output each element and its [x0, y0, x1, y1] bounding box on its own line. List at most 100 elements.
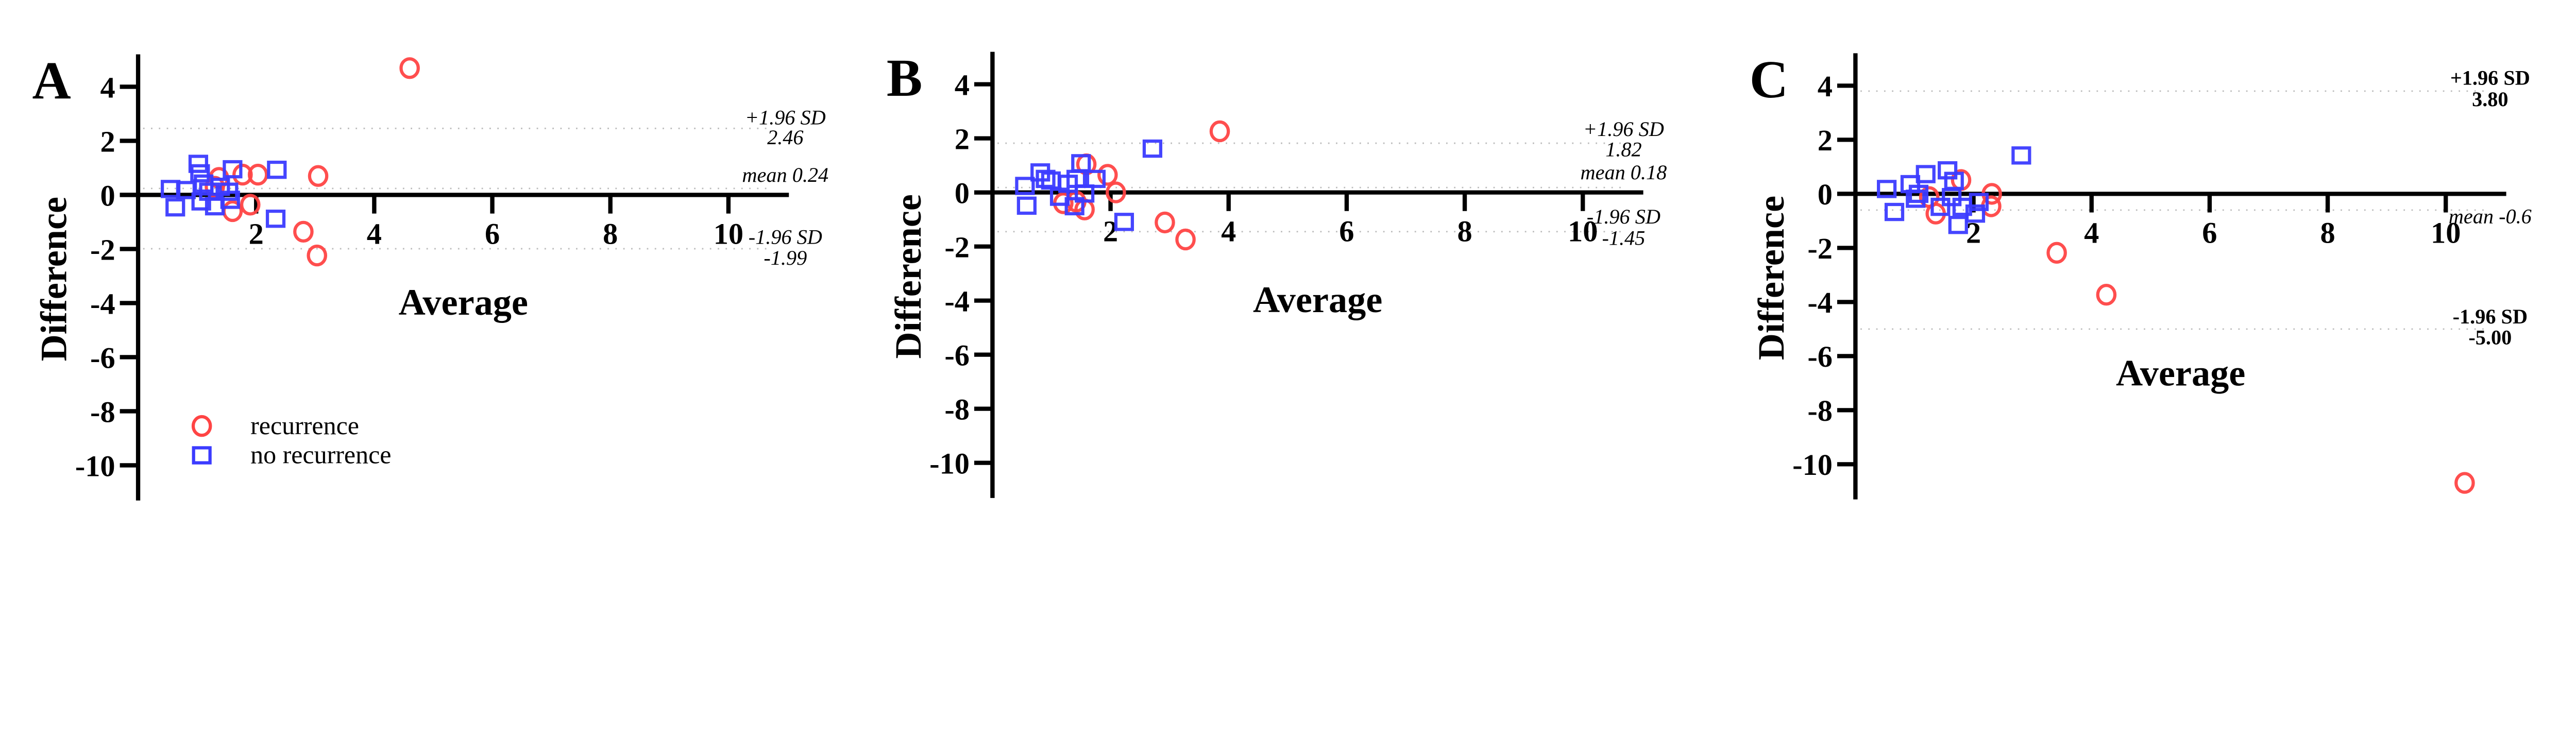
point-no-recurrence [190, 164, 210, 183]
y-tick-label: -4 [1807, 286, 1833, 319]
y-tick-label: -4 [944, 284, 970, 318]
reference-value-0: 3.80 [2472, 88, 2508, 111]
point-no-recurrence [1016, 196, 1037, 215]
point-no-recurrence [223, 160, 243, 179]
point-recurrence [307, 244, 328, 267]
point-no-recurrence [265, 209, 286, 228]
x-tick-label: 10 [1568, 215, 1598, 248]
point-recurrence [1175, 228, 1196, 251]
point-no-recurrence [218, 182, 239, 201]
point-no-recurrence [194, 174, 214, 193]
y-tick-label: -6 [944, 338, 970, 372]
point-no-recurrence [1948, 216, 1968, 234]
x-axis-title: Average [399, 282, 528, 323]
x-axis-title: Average [2116, 353, 2245, 394]
point-recurrence [399, 57, 420, 79]
reference-label-0: +1.96 SD [1583, 117, 1664, 141]
panel-a: 4 2 0 -2 -4 -6 -8 -10 2 4 6 8 10 A Difference Average +1… [32, 50, 828, 501]
panel-label: A [32, 50, 71, 110]
reference-label-2: -1.96 SD [2453, 305, 2528, 328]
point-no-recurrence [1086, 169, 1106, 189]
panel-label: C [1750, 49, 1788, 109]
y-tick-label: 0 [100, 179, 115, 212]
point-no-recurrence [1938, 161, 1958, 180]
y-tick-label: -10 [929, 447, 970, 480]
x-tick-label: 6 [2202, 216, 2217, 250]
point-no-recurrence [1916, 165, 1936, 183]
reference-label-2: -1.96 SD [1587, 205, 1660, 228]
x-tick-label: 6 [485, 217, 500, 251]
point-recurrence [247, 163, 268, 186]
reference-value-2: -1.45 [1602, 227, 1645, 250]
point-no-recurrence [1877, 180, 1897, 198]
point-no-recurrence [1066, 169, 1087, 189]
x-tick-label: 8 [603, 217, 618, 251]
y-axis-title: Difference [33, 197, 74, 361]
point-recurrence [1155, 211, 1175, 234]
point-no-recurrence [1930, 197, 1951, 216]
reference-value-0: 1.82 [1605, 138, 1641, 161]
x-axis-title: Average [1253, 279, 1382, 320]
point-recurrence [1209, 120, 1230, 143]
x-tick-label: 6 [1339, 215, 1354, 248]
point-recurrence [1919, 186, 1940, 208]
y-axis-title: Difference [1751, 196, 1792, 360]
point-no-recurrence [1114, 213, 1134, 231]
y-tick-label: -6 [90, 341, 115, 374]
panel-label: B [887, 48, 922, 108]
y-tick-label: -8 [90, 395, 115, 429]
y-tick-label: -2 [944, 230, 970, 264]
reference-label-2: -1.96 SD [749, 226, 822, 249]
reference-label-1: mean 0.18 [1581, 161, 1667, 184]
point-recurrence [2096, 284, 2117, 306]
point-recurrence [1097, 164, 1118, 186]
reference-value-2: -1.99 [764, 246, 807, 269]
point-recurrence [1981, 195, 2002, 217]
y-tick-label: 4 [1818, 70, 1833, 103]
reference-value-2: -5.00 [2468, 326, 2512, 349]
point-no-recurrence [267, 160, 287, 179]
y-tick-label: -2 [1807, 232, 1833, 265]
reference-label-0: +1.96 SD [745, 106, 826, 129]
panel-c: 420-2-4-6-8-102 4 6 8 10CDifferenceAverage+1… [1750, 49, 2532, 500]
legend-circle-icon [191, 415, 212, 437]
point-recurrence [308, 165, 329, 187]
point-no-recurrence [2011, 146, 2031, 165]
y-tick-label: 2 [1818, 124, 1833, 157]
y-tick-label: 4 [955, 68, 970, 101]
y-tick-label: -2 [90, 233, 115, 266]
point-no-recurrence [1015, 177, 1035, 195]
point-no-recurrence [1884, 202, 1905, 221]
reference-value-0: 2.46 [767, 126, 803, 149]
x-tick-label: 10 [2431, 216, 2461, 250]
point-recurrence [205, 176, 225, 198]
y-tick-label: -4 [90, 287, 115, 320]
point-recurrence [2454, 472, 2475, 494]
point-no-recurrence [1908, 184, 1929, 203]
x-tick-label: 4 [2084, 216, 2099, 250]
point-recurrence [240, 194, 261, 216]
reference-label-0: +1.96 SD [2450, 66, 2530, 90]
point-no-recurrence [165, 198, 185, 217]
point-no-recurrence [1906, 190, 1926, 208]
y-axis-title: Difference [888, 194, 929, 358]
legend-label-recurrence: recurrence [250, 411, 359, 440]
y-tick-label: -6 [1807, 340, 1833, 373]
point-no-recurrence [1142, 139, 1163, 158]
x-tick-label: 10 [714, 217, 743, 251]
point-recurrence [293, 220, 314, 243]
legend-square-icon [192, 446, 212, 465]
y-tick-label: -10 [75, 449, 115, 483]
y-tick-label: 4 [100, 71, 115, 104]
x-tick-label: 2 [249, 217, 264, 251]
x-tick-label: 8 [1457, 215, 1472, 248]
y-tick-label: 0 [1818, 178, 1833, 211]
x-tick-label: 4 [1221, 215, 1236, 248]
point-no-recurrence [1969, 193, 1989, 211]
point-recurrence [1106, 181, 1126, 203]
y-tick-label: 2 [100, 125, 115, 158]
x-tick-label: 8 [2320, 216, 2335, 250]
y-tick-label: -8 [1807, 394, 1833, 427]
